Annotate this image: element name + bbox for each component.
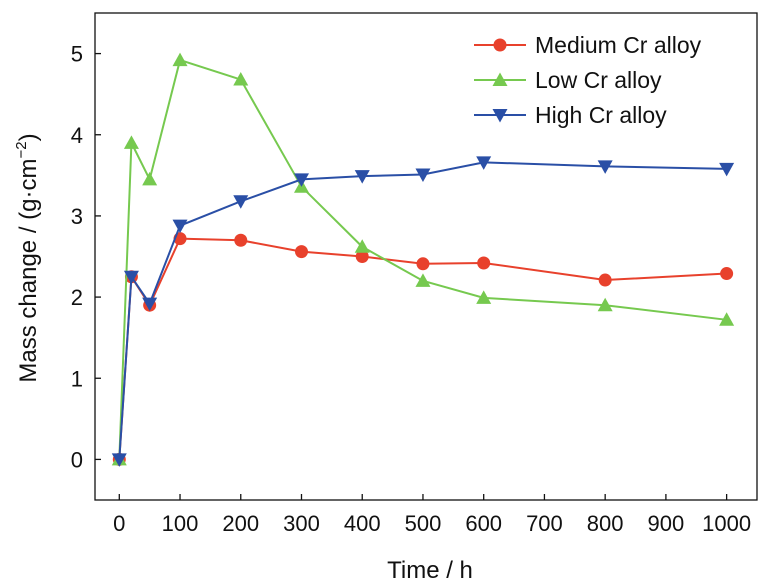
data-point (598, 273, 612, 287)
y-tick-label: 0 (71, 447, 83, 472)
legend-marker (493, 38, 507, 52)
x-tick-label: 900 (648, 511, 685, 536)
x-tick-label: 100 (162, 511, 199, 536)
data-point (233, 72, 249, 86)
data-point (597, 160, 613, 174)
data-point (476, 156, 492, 170)
y-axis-label-close: ) (15, 133, 42, 141)
legend-marker (492, 109, 508, 123)
data-point (719, 312, 735, 326)
data-point (477, 256, 491, 270)
legend-marker (492, 72, 508, 86)
y-tick-label: 3 (71, 204, 83, 229)
data-point (354, 170, 370, 184)
y-tick-label: 2 (71, 285, 83, 310)
series-line (118, 237, 727, 460)
legend: Medium Cr alloy Low Cr alloy High Cr alloy (474, 32, 702, 128)
x-tick-label: 400 (344, 511, 381, 536)
plot-frame (94, 12, 758, 501)
series-line (118, 161, 727, 460)
x-tick-label: 700 (526, 511, 563, 536)
legend-label: Medium Cr alloy (535, 32, 702, 58)
data-point (142, 171, 158, 186)
y-tick-label: 1 (71, 366, 83, 391)
data-point (234, 233, 248, 247)
x-tick-label: 300 (283, 511, 320, 536)
y-axis-label-sup: −2 (13, 141, 30, 158)
y-axis-label: Mass change / (g·cm−2) (13, 133, 42, 382)
data-point (172, 52, 188, 67)
x-tick-label: 0 (113, 511, 125, 536)
x-tick-label: 600 (465, 511, 502, 536)
legend-label: Low Cr alloy (535, 67, 662, 93)
series-medium-cr-alloy (112, 232, 734, 466)
data-point (354, 239, 370, 253)
x-tick-label: 1000 (702, 511, 751, 536)
series-high-cr-alloy (111, 156, 735, 467)
x-tick-label: 500 (405, 511, 442, 536)
data-point (355, 250, 369, 263)
data-point (111, 453, 127, 467)
data-point (294, 245, 308, 259)
data-point (720, 267, 734, 281)
data-point (142, 297, 158, 312)
legend-item: High Cr alloy (474, 102, 667, 128)
y-tick-label: 4 (71, 123, 83, 148)
data-point (719, 162, 735, 177)
x-tick-label: 800 (587, 511, 624, 536)
data-point (415, 273, 431, 287)
data-point (293, 173, 309, 187)
legend-item: Medium Cr alloy (474, 32, 702, 58)
y-axis-label-main: Mass change / (g·cm (15, 159, 42, 383)
legend-label: High Cr alloy (535, 102, 667, 128)
x-axis-label: Time / h (387, 557, 473, 584)
data-point (415, 168, 431, 183)
data-point (123, 135, 139, 149)
data-point (172, 219, 188, 234)
x-tick-label: 200 (222, 511, 259, 536)
data-point (233, 195, 249, 209)
data-point (416, 257, 430, 271)
data-point (476, 290, 492, 304)
data-point (597, 297, 613, 312)
y-tick-label: 5 (71, 42, 83, 67)
legend-item: Low Cr alloy (474, 67, 662, 93)
data-point (123, 270, 139, 285)
